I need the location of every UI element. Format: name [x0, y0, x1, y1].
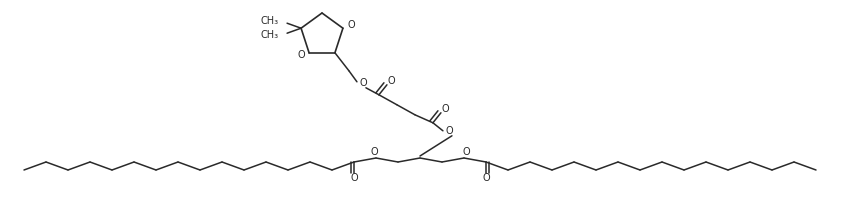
Text: O: O	[359, 78, 367, 88]
Text: O: O	[297, 50, 305, 60]
Text: CH₃: CH₃	[261, 16, 279, 26]
Text: O: O	[483, 173, 490, 183]
Text: O: O	[347, 20, 355, 30]
Text: O: O	[351, 173, 357, 183]
Text: O: O	[462, 147, 470, 157]
Text: O: O	[370, 147, 378, 157]
Text: O: O	[445, 126, 453, 136]
Text: O: O	[387, 76, 395, 86]
Text: O: O	[441, 104, 448, 114]
Text: CH₃: CH₃	[261, 30, 279, 40]
